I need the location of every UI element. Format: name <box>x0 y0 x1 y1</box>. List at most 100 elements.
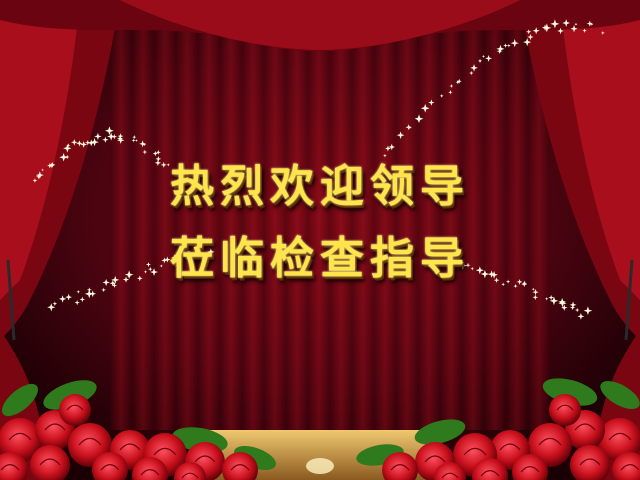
rose-petal-line <box>556 404 574 411</box>
sparkle-star <box>47 303 56 312</box>
sparkle-star <box>569 304 576 311</box>
sparkle-star <box>107 132 116 141</box>
sparkle-star <box>35 171 44 180</box>
sparkle-star <box>475 266 484 275</box>
sparkle-star <box>76 289 81 294</box>
sparkle-star <box>590 22 594 26</box>
rose-petal-line <box>140 469 160 476</box>
sparkle-star <box>477 58 483 64</box>
sparkle-star <box>154 159 162 167</box>
rose <box>434 462 466 480</box>
sparkle-star <box>74 299 80 306</box>
welcome-line-2: 莅临检查指导 <box>170 233 470 284</box>
sparkle-star <box>448 90 453 95</box>
top-valance <box>0 0 640 52</box>
sparkle-star <box>503 43 508 48</box>
sparkle-star <box>562 19 571 27</box>
sparkle-star <box>185 248 191 255</box>
sparkle-star <box>102 136 109 143</box>
curtain-fold <box>154 0 176 430</box>
sparkle-star <box>159 264 163 268</box>
sparkle-star <box>63 144 72 153</box>
sparkle-star <box>193 241 202 250</box>
sparkle-star <box>145 261 151 268</box>
sparkle-star <box>76 140 83 147</box>
sparkle-star <box>180 254 185 259</box>
sparkle-star <box>414 114 424 124</box>
sparkle-star <box>161 257 168 264</box>
curtain-fold <box>198 0 220 430</box>
sparkle-star <box>532 27 540 35</box>
sparkle-star <box>134 138 139 143</box>
curtain-fold <box>220 0 242 430</box>
leaf <box>414 419 466 445</box>
sparkle-star <box>561 304 568 311</box>
sparkle-star <box>428 99 435 106</box>
rose <box>570 445 610 480</box>
sparkle-star <box>101 287 106 293</box>
sparkle-star <box>65 293 73 301</box>
rose-petal-line <box>230 464 250 471</box>
curtain-fold <box>484 0 506 430</box>
sparkle-star <box>513 283 518 289</box>
sparkle-star <box>111 283 117 289</box>
sparkle-star <box>136 275 143 282</box>
rose <box>92 452 128 480</box>
curtain-fold <box>374 0 396 430</box>
sparkle-star <box>465 262 471 268</box>
sparkle-star <box>521 281 528 288</box>
sparkle-star <box>469 70 474 76</box>
rose-petal-line <box>608 432 632 441</box>
rose-petal-line <box>153 447 177 456</box>
rose <box>472 458 508 480</box>
rose <box>382 452 418 480</box>
sparkle-star <box>79 296 86 303</box>
rose-petal-line <box>39 458 61 466</box>
rose-petal-line <box>66 404 84 411</box>
sparkle-star <box>171 254 178 261</box>
sparkle-star <box>461 263 465 268</box>
rose-petal-line <box>100 464 120 471</box>
curtain-fold <box>242 0 264 430</box>
sparkle-star <box>531 287 535 291</box>
leaf <box>600 381 640 409</box>
welcome-line-1: 热烈欢迎领导 <box>170 161 470 212</box>
rose <box>30 445 70 480</box>
sparkle-star <box>117 133 124 140</box>
stage-light <box>306 458 334 474</box>
sparkle-star <box>209 249 213 253</box>
sparkle-star <box>132 135 137 140</box>
curtain-fold <box>176 0 198 430</box>
sparkle-star <box>582 28 587 33</box>
sparkle-star <box>574 307 580 313</box>
rose <box>528 423 572 467</box>
sparkle-star <box>532 288 539 296</box>
rose-petal-line <box>480 470 500 477</box>
sparkle-star <box>207 248 215 256</box>
curtain-fold <box>330 0 352 430</box>
sparkle-star <box>577 312 585 320</box>
sparkle-star <box>131 138 136 143</box>
sparkle-star <box>383 153 387 158</box>
curtain-fold <box>440 0 462 430</box>
sparkle-star <box>142 149 148 155</box>
sparkle-star <box>150 268 158 277</box>
sparkle-trail <box>32 19 605 320</box>
curtain-fold <box>506 0 528 430</box>
sparkle-star <box>527 33 534 41</box>
sparkle-star <box>505 279 511 284</box>
sparkle-star <box>66 143 71 148</box>
curtain-fold <box>418 0 440 430</box>
rose-petal-line <box>78 437 102 446</box>
curtain-fold <box>264 0 286 430</box>
rose-border <box>0 378 640 480</box>
rose-petal-line <box>0 464 20 471</box>
sparkle-star <box>583 306 593 316</box>
sparkle-star <box>194 252 203 261</box>
sparkle-star <box>506 43 511 48</box>
sparkle-star <box>549 296 559 306</box>
sparkle-star <box>544 297 549 301</box>
sparkle-star <box>449 84 454 88</box>
